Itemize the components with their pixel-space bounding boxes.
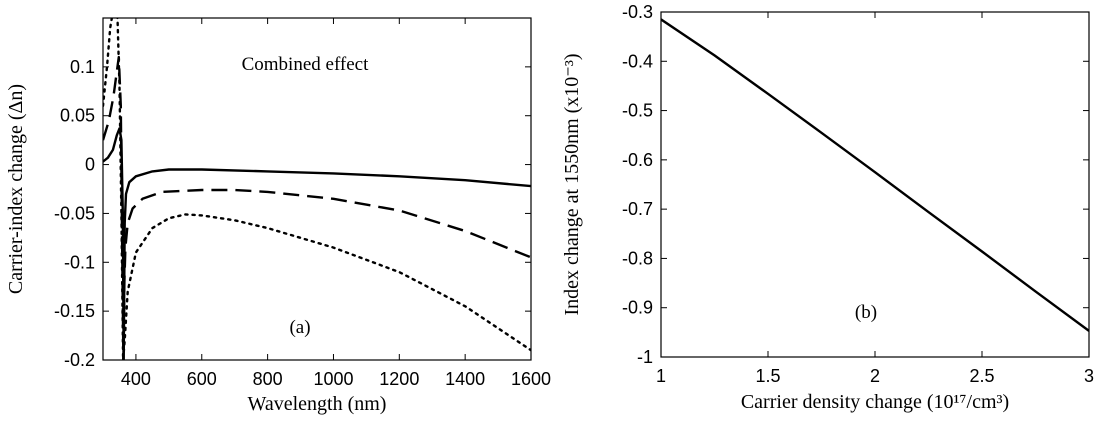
series-line-dotted — [103, 18, 531, 360]
panel-label: (a) — [289, 317, 310, 338]
x-axis-label: Carrier density change (10¹⁷/cm³) — [741, 391, 1009, 413]
x-tick-label: 1400 — [445, 369, 485, 389]
series-line-dashed — [103, 55, 531, 360]
x-tick-label: 1.5 — [755, 366, 780, 386]
y-tick-label: -0.5 — [622, 101, 653, 121]
y-tick-label: -0.7 — [622, 199, 653, 219]
y-axis-label: Carrier-index change (Δn) — [5, 84, 27, 294]
y-tick-label: -0.15 — [54, 301, 95, 321]
y-tick-label: -0.1 — [64, 252, 95, 272]
x-tick-label: 1200 — [379, 369, 419, 389]
series-line-solid — [661, 18, 1089, 332]
y-tick-label: -0.4 — [622, 51, 653, 71]
y-tick-label: -0.2 — [64, 350, 95, 370]
y-tick-label: 0.05 — [60, 106, 95, 126]
x-axis-label: Wavelength (nm) — [248, 393, 387, 415]
y-tick-label: -0.8 — [622, 248, 653, 268]
y-tick-label: -0.6 — [622, 150, 653, 170]
y-tick-label: 0.1 — [70, 57, 95, 77]
y-tick-label: -0.9 — [622, 298, 653, 318]
y-axis-label: Index change at 1550nm (x10⁻³) — [561, 53, 583, 315]
x-tick-label: 600 — [187, 369, 217, 389]
panel-b-chart: 1 1.5 2 2.5 3 -0.3 -0.4 -0.5 -0.6 -0.7 -0.8 -0.9 -1 (… — [561, 2, 1094, 413]
panel-label: (b) — [855, 302, 877, 323]
x-tick-label: 1000 — [313, 369, 353, 389]
x-tick-label: 2 — [870, 366, 880, 386]
y-tick-label: -1 — [637, 347, 653, 367]
y-tick-label: 0 — [85, 155, 95, 175]
panel-a-chart: 400 600 800 1000 1200 1400 1600 0.1 0.05 0 -0.05 -0… — [5, 17, 551, 415]
series-line-solid — [103, 127, 531, 360]
x-tick-label: 400 — [121, 369, 151, 389]
x-tick-label: 800 — [253, 369, 283, 389]
y-tick-label: -0.05 — [54, 203, 95, 223]
x-tick-label: 3 — [1084, 366, 1094, 386]
x-tick-label: 1600 — [511, 369, 551, 389]
annotation-text: Combined effect — [242, 54, 370, 75]
plot-frame — [102, 17, 532, 361]
y-tick-label: -0.3 — [622, 2, 653, 22]
x-tick-label: 2.5 — [969, 366, 994, 386]
x-tick-label: 1 — [656, 366, 666, 386]
